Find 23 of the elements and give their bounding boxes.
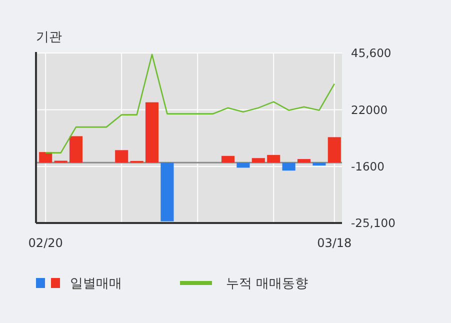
bar (328, 137, 341, 163)
bar (69, 136, 83, 163)
y-tick-label: -25,100 (351, 216, 396, 230)
legend-label: 누적 매매동향 (226, 276, 308, 292)
bar (221, 156, 235, 163)
y-tick-label: 22000 (351, 102, 388, 117)
bar (160, 162, 174, 222)
bar (267, 154, 280, 163)
y-tick-label: -1600 (351, 160, 384, 174)
bar (145, 102, 159, 163)
legend-label: 일별매매 (70, 276, 122, 292)
bar (115, 150, 128, 163)
chart-title: 기관 (36, 30, 62, 45)
bar (252, 158, 265, 163)
x-tick-label: 02/20 (28, 236, 63, 250)
bar (39, 152, 52, 163)
bar (312, 162, 326, 166)
line-series (44, 54, 336, 154)
bar (297, 159, 311, 163)
y-tick-label: 45,600 (351, 46, 392, 60)
x-tick-label: 03/18 (317, 236, 352, 250)
bar (282, 162, 296, 171)
bar (236, 162, 250, 168)
